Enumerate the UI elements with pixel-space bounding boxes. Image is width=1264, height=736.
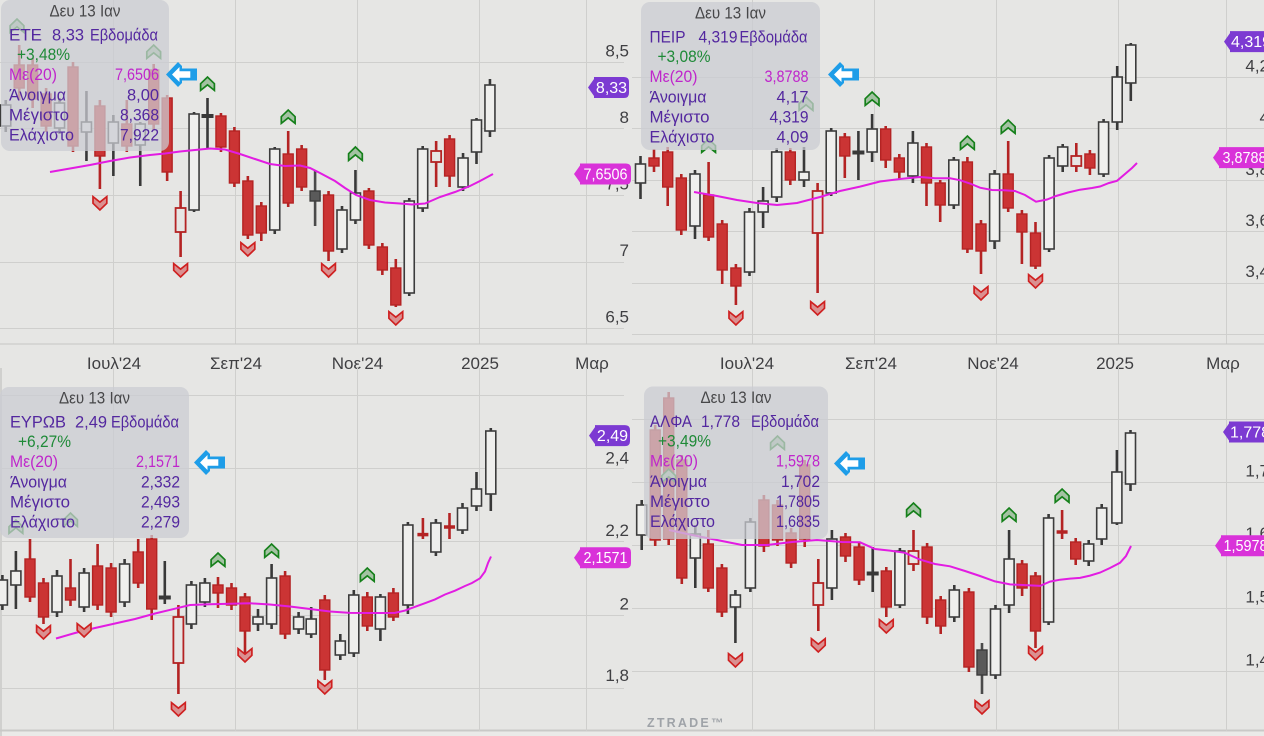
- svg-text:6,5: 6,5: [605, 308, 629, 327]
- svg-text:4,17: 4,17: [777, 89, 809, 107]
- svg-text:8,33: 8,33: [52, 27, 84, 45]
- svg-text:+6,27%: +6,27%: [18, 433, 71, 451]
- svg-text:ZTRADE™: ZTRADE™: [647, 716, 726, 730]
- svg-text:1,778: 1,778: [701, 413, 740, 431]
- svg-text:Ελάχιστο: Ελάχιστο: [10, 514, 75, 532]
- svg-text:1,4: 1,4: [1245, 651, 1264, 670]
- svg-text:Άνοιγμα: Άνοιγμα: [9, 87, 66, 105]
- svg-text:Δευ 13 Ιαν: Δευ 13 Ιαν: [59, 389, 130, 407]
- svg-text:Με(20): Με(20): [10, 453, 58, 471]
- svg-text:1,6835: 1,6835: [776, 513, 820, 531]
- svg-text:8: 8: [620, 108, 629, 127]
- svg-text:Μέγιστο: Μέγιστο: [9, 107, 69, 125]
- svg-text:Δευ 13 Ιαν: Δευ 13 Ιαν: [701, 389, 772, 407]
- svg-text:Σεπ'24: Σεπ'24: [845, 354, 897, 373]
- svg-text:Ιουλ'24: Ιουλ'24: [87, 354, 141, 373]
- svg-text:Ιουλ'24: Ιουλ'24: [720, 354, 774, 373]
- svg-text:Μέγιστο: Μέγιστο: [650, 493, 710, 511]
- svg-text:7: 7: [620, 241, 629, 260]
- svg-text:Δευ 13 Ιαν: Δευ 13 Ιαν: [50, 2, 121, 20]
- svg-text:+3,08%: +3,08%: [658, 48, 711, 66]
- svg-text:Εβδομάδα: Εβδομάδα: [90, 27, 158, 45]
- svg-text:4,319: 4,319: [1231, 34, 1264, 51]
- svg-text:Νοε'24: Νοε'24: [332, 354, 383, 373]
- svg-text:7,922: 7,922: [120, 127, 159, 145]
- svg-text:ΕΤΕ: ΕΤΕ: [9, 27, 42, 45]
- svg-text:ΕΥΡΩΒ: ΕΥΡΩΒ: [10, 414, 66, 432]
- svg-text:8,5: 8,5: [605, 42, 629, 61]
- svg-text:2,279: 2,279: [141, 514, 180, 532]
- svg-text:Μέγιστο: Μέγιστο: [10, 494, 70, 512]
- svg-text:Με(20): Με(20): [650, 68, 698, 86]
- svg-text:2,49: 2,49: [597, 428, 628, 445]
- svg-text:1,5978: 1,5978: [776, 453, 820, 471]
- svg-text:Άνοιγμα: Άνοιγμα: [10, 474, 67, 492]
- svg-text:1,7805: 1,7805: [776, 493, 820, 511]
- svg-text:1,778: 1,778: [1230, 425, 1264, 442]
- svg-text:2,1571: 2,1571: [136, 453, 180, 471]
- svg-text:2,4: 2,4: [605, 449, 629, 468]
- svg-text:Άνοιγμα: Άνοιγμα: [650, 89, 707, 107]
- svg-text:Σεπ'24: Σεπ'24: [210, 354, 262, 373]
- svg-text:8,368: 8,368: [120, 107, 159, 125]
- svg-text:Με(20): Με(20): [9, 66, 57, 84]
- svg-text:2,2: 2,2: [605, 521, 629, 540]
- svg-text:2,332: 2,332: [141, 474, 180, 492]
- svg-text:1,5: 1,5: [1245, 588, 1264, 607]
- svg-text:2: 2: [620, 595, 629, 614]
- svg-text:3,8788: 3,8788: [1223, 150, 1264, 167]
- svg-text:3,6: 3,6: [1245, 211, 1264, 230]
- svg-text:2,49: 2,49: [75, 414, 107, 432]
- svg-text:7,6506: 7,6506: [115, 66, 159, 84]
- svg-text:1,7: 1,7: [1245, 462, 1264, 481]
- svg-text:Μέγιστο: Μέγιστο: [650, 109, 710, 127]
- svg-text:1,5978: 1,5978: [1224, 538, 1264, 555]
- svg-text:4,09: 4,09: [777, 129, 809, 147]
- svg-text:4,319: 4,319: [770, 109, 809, 127]
- svg-text:1,702: 1,702: [781, 473, 820, 491]
- svg-text:2025: 2025: [1096, 354, 1134, 373]
- svg-text:3,4: 3,4: [1245, 262, 1264, 281]
- svg-text:2,493: 2,493: [141, 494, 180, 512]
- svg-text:Εβδομάδα: Εβδομάδα: [751, 413, 819, 431]
- svg-text:Με(20): Με(20): [650, 453, 698, 471]
- svg-text:Εβδομάδα: Εβδομάδα: [740, 29, 808, 47]
- svg-text:Μαρ: Μαρ: [575, 354, 609, 373]
- svg-text:Εβδομάδα: Εβδομάδα: [111, 414, 179, 432]
- svg-text:8,33: 8,33: [596, 80, 627, 97]
- svg-text:+3,48%: +3,48%: [17, 46, 70, 64]
- svg-text:7,6506: 7,6506: [584, 167, 628, 184]
- svg-text:+3,49%: +3,49%: [658, 433, 711, 451]
- svg-text:Άνοιγμα: Άνοιγμα: [650, 473, 707, 491]
- svg-text:Ελάχιστο: Ελάχιστο: [650, 129, 715, 147]
- svg-text:3,8788: 3,8788: [765, 68, 809, 86]
- svg-text:Μαρ: Μαρ: [1206, 354, 1240, 373]
- svg-text:Ελάχιστο: Ελάχιστο: [9, 127, 74, 145]
- svg-text:ΠΕΙΡ: ΠΕΙΡ: [650, 29, 686, 47]
- svg-text:2,1571: 2,1571: [584, 550, 628, 567]
- svg-text:4,319: 4,319: [699, 29, 738, 47]
- svg-text:4: 4: [1260, 108, 1264, 127]
- svg-text:Νοε'24: Νοε'24: [967, 354, 1018, 373]
- svg-text:Ελάχιστο: Ελάχιστο: [650, 513, 715, 531]
- svg-text:ΑΛΦΑ: ΑΛΦΑ: [650, 413, 692, 431]
- svg-text:4,2: 4,2: [1245, 57, 1264, 76]
- svg-text:Δευ 13 Ιαν: Δευ 13 Ιαν: [695, 4, 766, 22]
- svg-text:8,00: 8,00: [127, 87, 159, 105]
- svg-text:2025: 2025: [461, 354, 499, 373]
- svg-text:1,8: 1,8: [605, 666, 629, 685]
